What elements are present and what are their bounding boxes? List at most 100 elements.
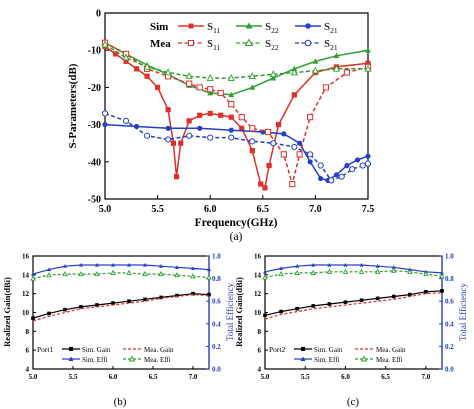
y-tick-label: 10 [22, 309, 30, 317]
series-point-5 [249, 138, 256, 145]
x-tick-label: 6.0 [109, 373, 118, 381]
series-line-5 [104, 112, 369, 182]
legend-c: Port2 Sim. Gain Mea. Gain Sim. Effi Mea.… [269, 345, 406, 364]
legend-label-mea-s11: S11 [207, 38, 221, 52]
series-point-0 [249, 148, 255, 154]
series-point-0 [359, 298, 364, 303]
series-line-2 [32, 264, 210, 275]
series-point-2 [102, 122, 108, 128]
series-point-2 [47, 267, 51, 272]
series-point-2 [333, 172, 340, 178]
series-point-0 [262, 185, 268, 191]
series-point-3 [307, 114, 314, 121]
series-line-0 [32, 293, 210, 319]
series-point-2 [307, 159, 313, 165]
series-point-3 [196, 84, 203, 91]
x-tick-label: 5.5 [151, 204, 164, 215]
series-point-5 [165, 136, 172, 143]
series-point-0 [327, 302, 332, 306]
y-axis-label-c: Realized Gain(dBi) [234, 277, 244, 347]
legend-label-sim-s22: S22 [265, 21, 279, 35]
x-tick-label: 5.5 [301, 373, 310, 381]
x-tick-label: 7.5 [362, 204, 375, 215]
series-point-3 [186, 80, 193, 87]
y-right-tick-label: 1.0 [445, 252, 454, 260]
series-point-0 [155, 84, 161, 90]
y-right-tick-label: 0.6 [445, 298, 454, 306]
series-point-4 [101, 40, 109, 48]
y-tick-label: 4 [258, 365, 262, 373]
y-tick-label: 0 [96, 9, 101, 20]
series-point-5 [349, 166, 356, 173]
series-point-0 [263, 313, 267, 318]
x-tick-label: 7.0 [189, 373, 198, 381]
series-point-0 [295, 306, 299, 311]
y-axis-label-right-c: Total Efficiency [458, 283, 468, 341]
series-point-0 [123, 58, 129, 64]
series-point-3 [278, 270, 284, 277]
y-tick-label: 16 [22, 252, 30, 260]
series-line-1 [264, 292, 443, 320]
series-point-1 [249, 84, 256, 90]
series-point-2 [281, 131, 287, 137]
series-point-3 [217, 89, 224, 97]
series-point-3 [158, 270, 164, 277]
series-point-4 [269, 70, 277, 78]
series-point-1 [207, 89, 214, 96]
series-point-5 [207, 134, 214, 141]
series-point-5 [317, 162, 324, 169]
series-point-4 [364, 64, 372, 72]
y-tick-label: 14 [254, 271, 262, 279]
series-point-0 [111, 301, 115, 305]
series-point-2 [127, 262, 131, 267]
series-point-0 [127, 299, 131, 303]
series-point-3 [238, 114, 245, 121]
series-point-0 [266, 162, 272, 169]
series-point-0 [175, 293, 179, 298]
legend-marker-mea-s11 [188, 40, 194, 46]
x-tick-label: 5.5 [69, 373, 78, 381]
series-point-4 [311, 66, 320, 74]
series-point-2 [95, 262, 99, 267]
x-tick-label: 7.0 [309, 204, 322, 215]
series-point-3 [423, 270, 429, 277]
series-point-0 [79, 305, 83, 309]
legend-group-sim: Sim [150, 21, 168, 33]
series-point-3 [342, 268, 349, 274]
series-point-4 [122, 53, 130, 61]
series-point-3 [249, 125, 256, 132]
legend-marker-mea-s22 [244, 38, 254, 46]
legend-marker-c-mea-effi [360, 355, 368, 362]
series-line-3 [264, 270, 443, 279]
series-point-3 [190, 273, 196, 279]
series-point-5 [328, 177, 335, 184]
series-point-2 [440, 270, 444, 275]
series-point-0 [173, 174, 180, 180]
y-tick-label: 6 [258, 347, 262, 355]
series-point-0 [279, 309, 283, 314]
legend-label-c-mea-effi: Mea. Effi [376, 356, 403, 364]
series-point-2 [191, 266, 195, 271]
legend-group-mea: Mea [150, 38, 171, 50]
y-tick-label: 8 [258, 328, 262, 336]
series-point-3 [289, 181, 296, 188]
series-point-2 [311, 262, 316, 267]
series-point-3 [358, 268, 365, 274]
series-point-0 [159, 295, 163, 300]
legend-label-b-sim-gain: Sim. Gain [82, 346, 111, 354]
series-point-4 [290, 68, 298, 76]
legend-marker-c-sim-gain [301, 347, 305, 351]
series-point-2 [31, 271, 35, 276]
series-point-5 [291, 143, 298, 151]
legend-marker-b-sim-effi [68, 356, 74, 361]
series-point-4 [143, 62, 151, 70]
series-point-2 [359, 262, 364, 267]
series-point-0 [133, 66, 140, 72]
y-tick-label: 12 [22, 290, 30, 298]
series-point-0 [311, 304, 316, 308]
x-tick-label: 7.0 [422, 373, 431, 381]
legend-label-b-mea-effi: Mea. Effi [144, 356, 171, 364]
series-point-3 [294, 269, 300, 276]
legend-label-mea-s22: S22 [265, 38, 279, 52]
